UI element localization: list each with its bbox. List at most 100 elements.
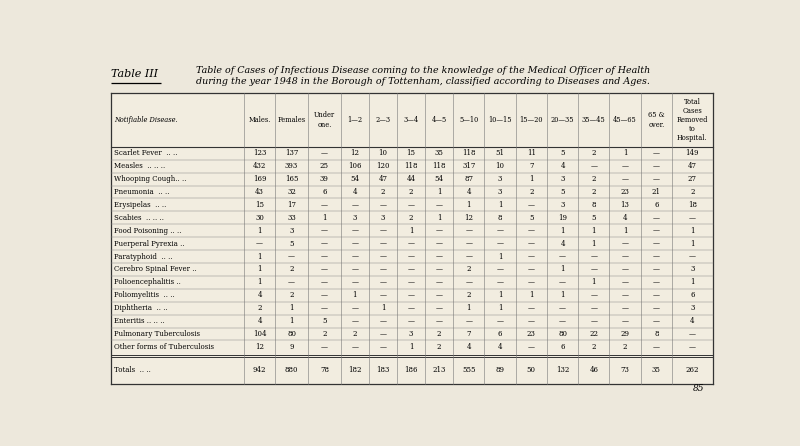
Text: Scabies  .. .. ..: Scabies .. .. ..	[114, 214, 164, 222]
Text: —: —	[407, 201, 414, 209]
Text: 137: 137	[285, 149, 298, 157]
Text: 3: 3	[561, 201, 565, 209]
Text: —: —	[653, 343, 660, 351]
Text: 2—3: 2—3	[375, 116, 390, 124]
Text: 1: 1	[690, 240, 694, 248]
Text: 46: 46	[590, 366, 598, 374]
Text: Polioencephalitis ..: Polioencephalitis ..	[114, 278, 181, 286]
Text: 1: 1	[409, 343, 414, 351]
Text: 1: 1	[353, 291, 357, 299]
Text: Scarlet Fever  .. ..: Scarlet Fever .. ..	[114, 149, 177, 157]
Text: 6: 6	[498, 330, 502, 338]
Text: 4: 4	[560, 240, 565, 248]
Text: 5: 5	[290, 240, 294, 248]
Text: —: —	[321, 291, 328, 299]
Text: —: —	[689, 343, 696, 351]
Text: 2: 2	[290, 291, 294, 299]
Text: 1: 1	[498, 304, 502, 312]
Text: 15: 15	[406, 149, 415, 157]
Text: 2: 2	[322, 330, 326, 338]
Text: Puerperal Pyrexia ..: Puerperal Pyrexia ..	[114, 240, 184, 248]
Text: 45—65: 45—65	[614, 116, 637, 124]
Text: —: —	[379, 265, 386, 273]
Text: 186: 186	[404, 366, 418, 374]
Text: —: —	[407, 304, 414, 312]
Text: —: —	[689, 214, 696, 222]
Text: —: —	[379, 252, 386, 260]
Text: 9: 9	[290, 343, 294, 351]
Text: —: —	[653, 227, 660, 235]
Text: —: —	[559, 304, 566, 312]
Text: —: —	[436, 252, 442, 260]
Text: —: —	[407, 265, 414, 273]
Text: 80: 80	[558, 330, 567, 338]
Text: 1: 1	[529, 291, 534, 299]
Text: Food Poisoning .. ..: Food Poisoning .. ..	[114, 227, 181, 235]
Text: during the year 1948 in the Borough of Tottenham, classified according to Diseas: during the year 1948 in the Borough of T…	[196, 77, 650, 86]
Text: 23: 23	[527, 330, 536, 338]
Text: 2: 2	[591, 188, 596, 196]
Text: —: —	[379, 343, 386, 351]
Text: —: —	[288, 252, 295, 260]
Text: —: —	[689, 330, 696, 338]
Text: 3: 3	[498, 175, 502, 183]
Text: 3: 3	[498, 188, 502, 196]
Text: —: —	[436, 291, 442, 299]
Text: —: —	[379, 330, 386, 338]
Text: 50: 50	[527, 366, 536, 374]
Text: 3: 3	[353, 214, 357, 222]
Text: 29: 29	[621, 330, 630, 338]
Text: 1: 1	[258, 278, 262, 286]
Text: —: —	[497, 227, 504, 235]
Text: 15: 15	[255, 201, 264, 209]
Text: 1—2: 1—2	[347, 116, 362, 124]
Text: 10: 10	[378, 149, 387, 157]
Text: —: —	[321, 201, 328, 209]
Text: 51: 51	[496, 149, 505, 157]
Text: —: —	[256, 240, 263, 248]
Text: 3—4: 3—4	[403, 116, 418, 124]
Text: 1: 1	[381, 304, 386, 312]
Text: 2: 2	[690, 188, 694, 196]
Text: 1: 1	[258, 252, 262, 260]
Text: 1: 1	[498, 252, 502, 260]
Text: —: —	[351, 343, 358, 351]
Text: —: —	[436, 227, 442, 235]
Text: 12: 12	[350, 149, 359, 157]
Text: —: —	[466, 252, 472, 260]
Text: 1: 1	[437, 214, 442, 222]
Text: —: —	[379, 278, 386, 286]
Text: —: —	[528, 304, 535, 312]
Text: —: —	[321, 149, 328, 157]
Text: 44: 44	[406, 175, 415, 183]
Text: 106: 106	[348, 162, 362, 170]
Text: 73: 73	[621, 366, 630, 374]
Text: 6: 6	[560, 343, 565, 351]
Text: 1: 1	[409, 227, 414, 235]
Text: Table III: Table III	[111, 69, 158, 79]
Text: 1: 1	[258, 265, 262, 273]
Text: Under
one.: Under one.	[314, 112, 335, 128]
Text: Paratyphoid  .. ..: Paratyphoid .. ..	[114, 252, 172, 260]
Text: 2: 2	[591, 343, 596, 351]
Text: —: —	[407, 240, 414, 248]
Text: —: —	[466, 278, 472, 286]
Text: 54: 54	[434, 175, 444, 183]
Text: —: —	[321, 265, 328, 273]
Text: Males.: Males.	[248, 116, 270, 124]
Text: —: —	[351, 227, 358, 235]
Text: 942: 942	[253, 366, 266, 374]
Text: 6: 6	[654, 201, 658, 209]
Text: 6: 6	[690, 291, 694, 299]
Text: 120: 120	[376, 162, 390, 170]
Text: 5: 5	[560, 149, 565, 157]
Text: 4—5: 4—5	[431, 116, 447, 124]
Text: —: —	[466, 240, 472, 248]
Text: —: —	[351, 240, 358, 248]
Text: —: —	[497, 240, 504, 248]
Text: —: —	[407, 291, 414, 299]
Text: 2: 2	[623, 343, 627, 351]
Text: 35—45: 35—45	[582, 116, 606, 124]
Text: 3: 3	[290, 227, 294, 235]
Text: Females: Females	[278, 116, 306, 124]
